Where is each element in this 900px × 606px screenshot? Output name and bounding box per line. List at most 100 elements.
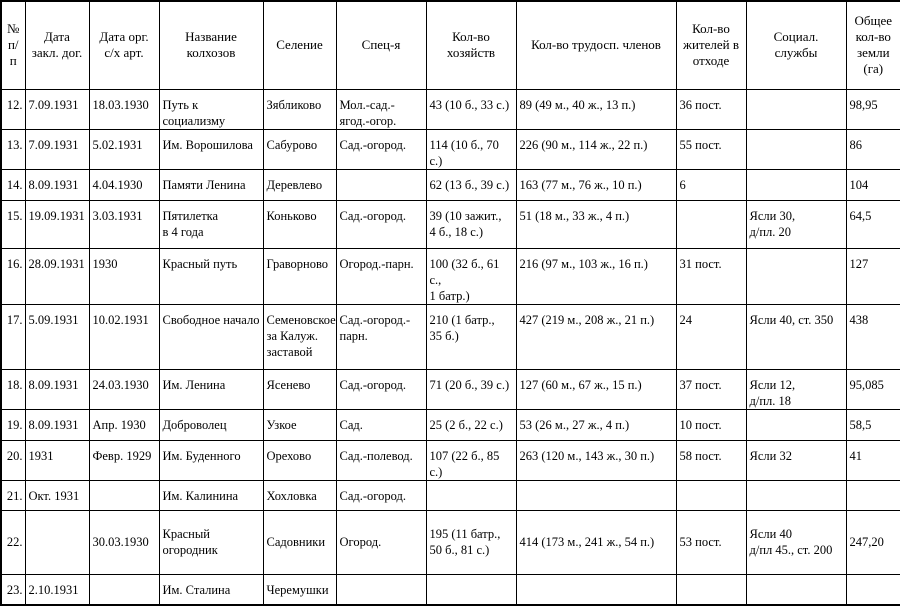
table-cell (675, 199, 747, 249)
table-cell: 41 (845, 439, 900, 481)
table-row: 14. 8.09.1931 4.04.1930 Памяти Ленина Деревл… (0, 168, 900, 201)
table-cell: 263 (120 м., 143 ж., 30 п.) (515, 439, 677, 481)
table-cell (88, 479, 160, 511)
table-cell: Ясли 40, ст. 350 (745, 303, 847, 370)
table-cell (745, 408, 847, 441)
table-cell: 16. (0, 247, 26, 305)
table-cell (88, 573, 160, 606)
table-cell: 86 (845, 128, 900, 170)
header-cell: Спец-я (335, 0, 427, 90)
table-cell: 163 (77 м., 76 ж., 10 п.) (515, 168, 677, 201)
table-cell: 1930 (88, 247, 160, 305)
table-cell (675, 479, 747, 511)
table-cell: Им. Ленина (158, 368, 264, 410)
table-cell: 22. (0, 509, 26, 575)
table-cell (745, 168, 847, 201)
table-cell (745, 247, 847, 305)
table-cell (845, 573, 900, 606)
header-cell: Дата орг. с/х арт. (88, 0, 160, 90)
table-cell: 5.09.1931 (24, 303, 90, 370)
table-cell: Им. Ворошилова (158, 128, 264, 170)
table-cell: 55 пост. (675, 128, 747, 170)
table-cell: Им. Буденного (158, 439, 264, 481)
table-cell (515, 479, 677, 511)
table-cell (515, 573, 677, 606)
table-cell: Красный путь (158, 247, 264, 305)
table-cell: Сад.-огород. (335, 479, 427, 511)
table-cell: Сад.-полевод. (335, 439, 427, 481)
table-cell: Им. Калинина (158, 479, 264, 511)
table-cell: Сад.-огород. (335, 199, 427, 249)
table-cell: 4.04.1930 (88, 168, 160, 201)
table-cell: Зябликово (262, 88, 337, 130)
table-row: 20. 1931 Февр. 1929 Им. Буденного Орехово Сад… (0, 439, 900, 481)
table-cell: Апр. 1930 (88, 408, 160, 441)
table-cell: Свободное начало (158, 303, 264, 370)
table-cell: 438 (845, 303, 900, 370)
table-cell: 58 пост. (675, 439, 747, 481)
table-cell: Ясли 12, д/пл. 18 (745, 368, 847, 410)
table-cell: 53 (26 м., 27 ж., 4 п.) (515, 408, 677, 441)
table-cell: 8.09.1931 (24, 168, 90, 201)
table-cell: 31 пост. (675, 247, 747, 305)
table-cell (335, 168, 427, 201)
table-header: № п/п Дата закл. дог. Дата орг. с/х арт. На… (0, 0, 900, 90)
table-cell: 414 (173 м., 241 ж., 54 п.) (515, 509, 677, 575)
table-row: 17. 5.09.1931 10.02.1931 Свободное начало Се… (0, 303, 900, 370)
table-cell (675, 573, 747, 606)
table-cell: Огород.-парн. (335, 247, 427, 305)
table-cell: 23. (0, 573, 26, 606)
table-cell: 89 (49 м., 40 ж., 13 п.) (515, 88, 677, 130)
table-cell: 127 (845, 247, 900, 305)
table-cell: 427 (219 м., 208 ж., 21 п.) (515, 303, 677, 370)
table-cell: 8.09.1931 (24, 368, 90, 410)
header-cell: Социал. службы (745, 0, 847, 90)
table-cell: 104 (845, 168, 900, 201)
table-cell: Ясли 30, д/пл. 20 (745, 199, 847, 249)
table-cell: 98,95 (845, 88, 900, 130)
table-cell: Ясенево (262, 368, 337, 410)
table-cell: 226 (90 м., 114 ж., 22 п.) (515, 128, 677, 170)
table-cell (745, 128, 847, 170)
table-cell: 10.02.1931 (88, 303, 160, 370)
table-cell: Доброволец (158, 408, 264, 441)
table-cell: Им. Сталина (158, 573, 264, 606)
table-cell: 24 (675, 303, 747, 370)
table-cell: Ясли 40 д/пл 45., ст. 200 (745, 509, 847, 575)
table-cell: 18.03.1930 (88, 88, 160, 130)
table-cell: Красный огородник (158, 509, 264, 575)
table-cell: 25 (2 б., 22 с.) (425, 408, 517, 441)
table-cell: 15. (0, 199, 26, 249)
table-row: 18. 8.09.1931 24.03.1930 Им. Ленина Ясенево С… (0, 368, 900, 410)
table-cell: Сабурово (262, 128, 337, 170)
table-cell: 36 пост. (675, 88, 747, 130)
table-cell: Орехово (262, 439, 337, 481)
table-cell: Мол.-сад.- ягод.-огор. (335, 88, 427, 130)
table-cell: Сад. (335, 408, 427, 441)
table-cell: Окт. 1931 (24, 479, 90, 511)
header-cell: Кол-во хозяйств (425, 0, 517, 90)
table-row: 12. 7.09.1931 18.03.1930 Путь к социализму З… (0, 88, 900, 130)
table-cell: Памяти Ленина (158, 168, 264, 201)
table-cell: 95,085 (845, 368, 900, 410)
table-cell: 30.03.1930 (88, 509, 160, 575)
table-cell: 7.09.1931 (24, 88, 90, 130)
header-cell: Общее кол-во земли (га) (845, 0, 900, 90)
table-cell: 43 (10 б., 33 с.) (425, 88, 517, 130)
table-cell: 28.09.1931 (24, 247, 90, 305)
table-cell: 51 (18 м., 33 ж., 4 п.) (515, 199, 677, 249)
table-cell: Ясли 32 (745, 439, 847, 481)
header-cell: № п/п (0, 0, 26, 90)
table-cell: 114 (10 б., 70 с.) (425, 128, 517, 170)
table-cell: 2.10.1931 (24, 573, 90, 606)
table-cell: 127 (60 м., 67 ж., 15 п.) (515, 368, 677, 410)
table-cell: 18. (0, 368, 26, 410)
table-cell: 21. (0, 479, 26, 511)
table-cell: 7.09.1931 (24, 128, 90, 170)
header-cell: Название колхозов (158, 0, 264, 90)
table-cell: 64,5 (845, 199, 900, 249)
header-cell: Кол-во жителей в отходе (675, 0, 747, 90)
table-cell: Сад.-огород.- парн. (335, 303, 427, 370)
